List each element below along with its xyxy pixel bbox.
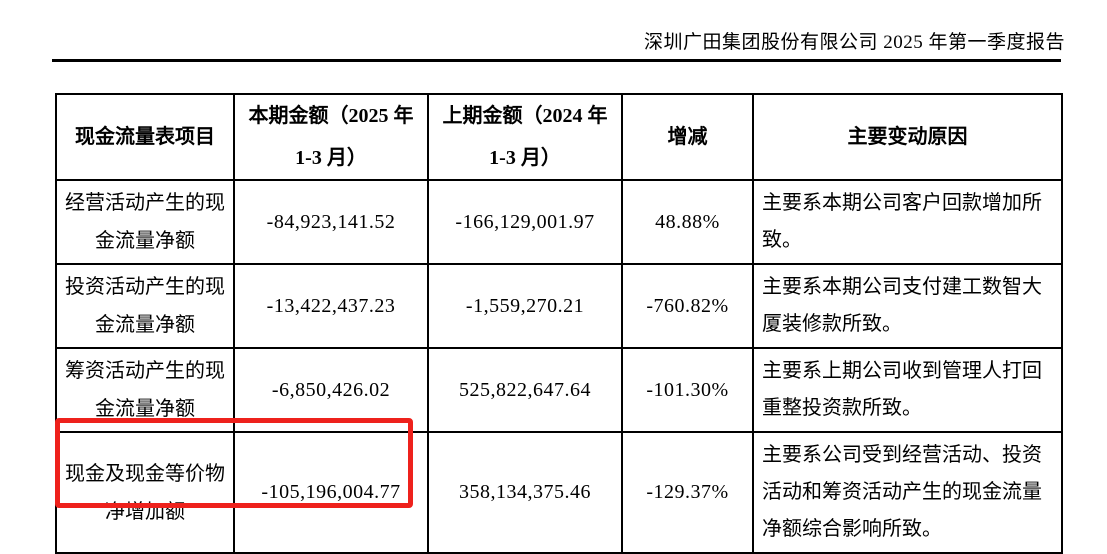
prior-amount-cell: 525,822,647.64	[427, 347, 623, 433]
prior-amount-cell: -1,559,270.21	[427, 263, 623, 349]
prior-amount-cell: 358,134,375.46	[427, 431, 623, 554]
current-amount-cell: -13,422,437.23	[233, 263, 429, 349]
text-line: 金流量净额	[95, 398, 195, 420]
item-cell-investing: 投资活动产生的现 金流量净额	[55, 263, 235, 349]
item-cell-operating: 经营活动产生的现 金流量净额	[55, 179, 235, 265]
prior-amount-cell: -166,129,001.97	[427, 179, 623, 265]
text-line: 主要系公司受到经营活动、投资	[762, 444, 1042, 466]
text-line: 经营活动产生的现	[65, 192, 225, 214]
change-percent-cell: -101.30%	[621, 347, 754, 433]
reason-cell: 主要系上期公司收到管理人打回 重整投资款所致。	[752, 347, 1063, 433]
text-line: 投资活动产生的现	[65, 276, 225, 298]
text-line: 主要系本期公司支付建工数智大	[762, 276, 1042, 298]
col-header-prior-period: 上期金额（2024 年 1-3 月）	[427, 93, 623, 181]
col-header-reason: 主要变动原因	[752, 93, 1063, 181]
text-line: 主要系上期公司收到管理人打回	[762, 360, 1042, 382]
text-line: 净增加额	[105, 500, 185, 523]
text-line: 致。	[762, 229, 802, 251]
change-percent-cell: -760.82%	[621, 263, 754, 349]
current-amount-cell: -105,196,004.77	[233, 431, 429, 554]
table-row-financing-cashflow: 筹资活动产生的现 金流量净额 -6,850,426.02 525,822,647…	[55, 347, 1063, 433]
text-line: 净额综合影响所致。	[762, 518, 942, 540]
item-cell-financing: 筹资活动产生的现 金流量净额	[55, 347, 235, 433]
text-line: 1-3 月）	[489, 147, 561, 169]
col-header-change: 增减	[621, 93, 754, 181]
change-percent-cell: -129.37%	[621, 431, 754, 554]
text-line: 现金及现金等价物	[65, 462, 225, 485]
change-percent-cell: 48.88%	[621, 179, 754, 265]
text-line: 金流量净额	[95, 230, 195, 252]
reason-cell: 主要系本期公司客户回款增加所 致。	[752, 179, 1063, 265]
table-row-net-increase-cash: 现金及现金等价物 净增加额 -105,196,004.77 358,134,37…	[55, 431, 1063, 554]
text-line: 活动和筹资活动产生的现金流量	[762, 481, 1042, 503]
cash-flow-comparison-table: 现金流量表项目 本期金额（2025 年 1-3 月） 上期金额（2024 年 1…	[55, 93, 1063, 554]
table-row-investing-cashflow: 投资活动产生的现 金流量净额 -13,422,437.23 -1,559,270…	[55, 263, 1063, 349]
table-header-row: 现金流量表项目 本期金额（2025 年 1-3 月） 上期金额（2024 年 1…	[55, 93, 1063, 181]
text-line: 主要系本期公司客户回款增加所	[762, 192, 1042, 214]
text-line: 1-3 月）	[295, 147, 367, 169]
text-line: 筹资活动产生的现	[65, 360, 225, 382]
text-line: 重整投资款所致。	[762, 397, 922, 419]
header-divider-rule	[52, 59, 1061, 62]
col-header-item: 现金流量表项目	[55, 93, 235, 181]
item-cell-net-increase: 现金及现金等价物 净增加额	[55, 431, 235, 554]
col-header-current-period: 本期金额（2025 年 1-3 月）	[233, 93, 429, 181]
current-amount-cell: -84,923,141.52	[233, 179, 429, 265]
reason-cell: 主要系公司受到经营活动、投资 活动和筹资活动产生的现金流量 净额综合影响所致。	[752, 431, 1063, 554]
current-amount-cell: -6,850,426.02	[233, 347, 429, 433]
report-header-title: 深圳广田集团股份有限公司 2025 年第一季度报告	[643, 32, 1065, 53]
reason-cell: 主要系本期公司支付建工数智大 厦装修款所致。	[752, 263, 1063, 349]
text-line: 上期金额（2024 年	[442, 105, 608, 127]
table-row-operating-cashflow: 经营活动产生的现 金流量净额 -84,923,141.52 -166,129,0…	[55, 179, 1063, 265]
text-line: 金流量净额	[95, 314, 195, 336]
text-line: 厦装修款所致。	[762, 313, 902, 335]
text-line: 本期金额（2025 年	[248, 105, 414, 127]
